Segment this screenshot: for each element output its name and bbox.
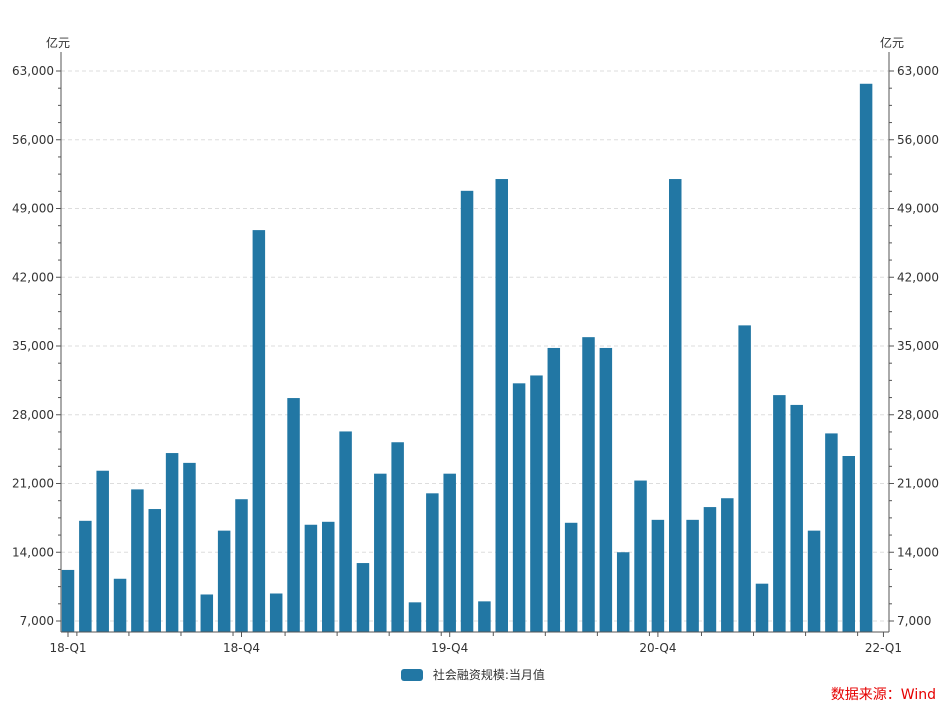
- y-tick-label-left: 42,000: [12, 270, 54, 284]
- bar[interactable]: [616, 552, 630, 632]
- bar[interactable]: [131, 489, 144, 632]
- x-tick-label: 20-Q4: [639, 641, 676, 655]
- bar[interactable]: [669, 179, 682, 633]
- bar[interactable]: [183, 462, 196, 632]
- left-axis-unit: 亿元: [46, 36, 71, 50]
- right-axis-unit: 亿元: [880, 36, 905, 50]
- bar[interactable]: [287, 398, 300, 632]
- bar[interactable]: [200, 594, 214, 632]
- bar[interactable]: [356, 563, 370, 632]
- gridlines: [61, 70, 889, 622]
- x-tick-label: 18-Q1: [49, 641, 86, 655]
- axes: 7,000 7,000 14,000 14,000 21,000 21,000 28,000…: [12, 52, 939, 655]
- bar[interactable]: [512, 383, 526, 632]
- bar[interactable]: [478, 601, 491, 632]
- y-tick-label-right: 28,000: [897, 408, 939, 422]
- bar[interactable]: [807, 530, 821, 632]
- bar[interactable]: [703, 507, 717, 632]
- legend-label: 社会融资规模:当月值: [432, 668, 545, 682]
- bar[interactable]: [634, 480, 647, 632]
- y-tick-label-left: 35,000: [12, 339, 54, 353]
- bar[interactable]: [339, 431, 352, 632]
- bar[interactable]: [755, 583, 769, 632]
- bar[interactable]: [738, 325, 751, 632]
- bar[interactable]: [495, 179, 509, 633]
- bars: [61, 83, 873, 633]
- x-tick-label: 22-Q1: [865, 641, 902, 655]
- bar[interactable]: [408, 602, 422, 632]
- legend[interactable]: 社会融资规模:当月值: [0, 666, 946, 683]
- bar[interactable]: [825, 433, 838, 632]
- bar[interactable]: [217, 530, 231, 632]
- bar-chart: 7,000 7,000 14,000 14,000 21,000 21,000 28,000…: [12, 52, 939, 655]
- bar[interactable]: [148, 509, 162, 632]
- bar[interactable]: [773, 395, 786, 632]
- y-tick-label-right: 56,000: [897, 133, 939, 147]
- y-tick-label-left: 56,000: [12, 133, 54, 147]
- x-tick-label: 19-Q4: [431, 641, 468, 655]
- bar[interactable]: [322, 521, 335, 632]
- data-source: 数据来源：Wind: [830, 687, 936, 703]
- bar[interactable]: [599, 347, 613, 632]
- bar[interactable]: [391, 442, 404, 632]
- y-tick-label-right: 42,000: [897, 270, 939, 284]
- bar[interactable]: [165, 453, 179, 632]
- bar[interactable]: [235, 499, 248, 632]
- bar[interactable]: [113, 578, 127, 632]
- bar[interactable]: [651, 519, 665, 632]
- y-tick-label-left: 28,000: [12, 408, 54, 422]
- bar[interactable]: [564, 522, 578, 632]
- bar[interactable]: [426, 493, 439, 632]
- bar[interactable]: [530, 375, 543, 632]
- bar[interactable]: [304, 524, 318, 632]
- bar[interactable]: [686, 519, 699, 632]
- y-tick-label-right: 21,000: [897, 477, 939, 491]
- bar[interactable]: [582, 337, 595, 632]
- bar[interactable]: [252, 230, 266, 632]
- bar[interactable]: [61, 569, 75, 632]
- y-tick-label-left: 63,000: [12, 64, 54, 78]
- bar[interactable]: [547, 347, 561, 632]
- bar[interactable]: [443, 473, 456, 632]
- y-tick-label-right: 49,000: [897, 202, 939, 216]
- bar[interactable]: [269, 593, 283, 633]
- bar[interactable]: [790, 404, 803, 632]
- y-tick-label-right: 14,000: [897, 545, 939, 559]
- bar[interactable]: [721, 498, 734, 632]
- y-tick-label-left: 14,000: [12, 545, 54, 559]
- y-tick-label-left: 49,000: [12, 202, 54, 216]
- legend-swatch: [401, 668, 424, 681]
- y-tick-label-right: 63,000: [897, 64, 939, 78]
- bar[interactable]: [96, 470, 109, 632]
- y-tick-label-right: 7,000: [897, 614, 931, 628]
- y-tick-label-left: 21,000: [12, 477, 54, 491]
- bar[interactable]: [374, 473, 387, 632]
- x-tick-label: 18-Q4: [223, 641, 260, 655]
- bar[interactable]: [79, 520, 92, 632]
- bar[interactable]: [842, 456, 856, 632]
- y-tick-label-right: 35,000: [897, 339, 939, 353]
- y-tick-label-left: 7,000: [20, 614, 54, 628]
- bar[interactable]: [859, 83, 873, 632]
- bar[interactable]: [460, 190, 474, 633]
